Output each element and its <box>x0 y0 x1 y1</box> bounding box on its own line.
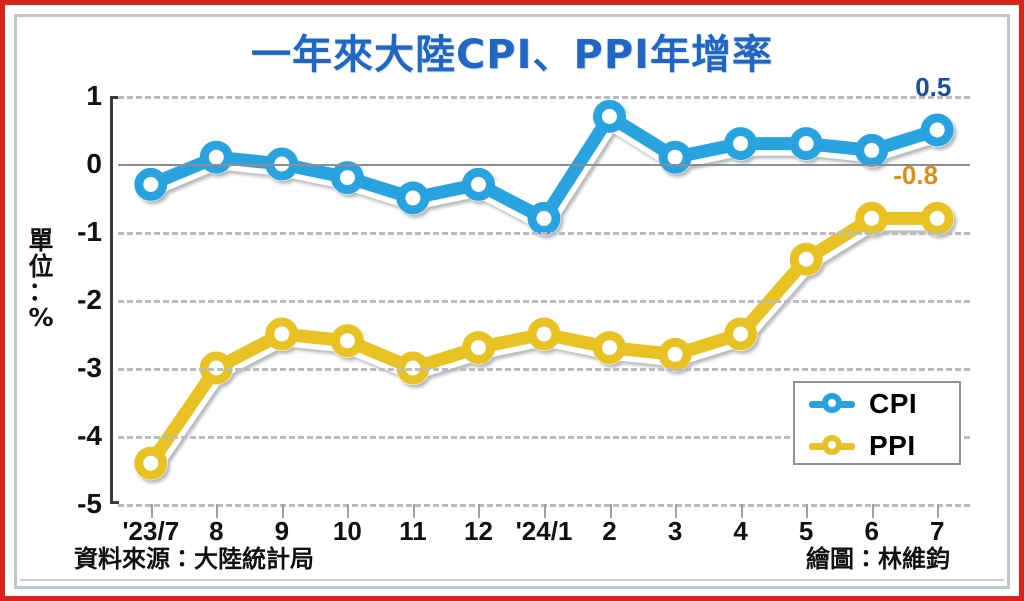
x-tick-5 <box>478 504 481 518</box>
gridline-neg3 <box>118 368 970 371</box>
x-tick-label-2: 9 <box>274 516 290 546</box>
data-point-ppi-5[interactable] <box>462 331 495 365</box>
x-tick-10 <box>806 504 809 518</box>
y-axis-cap-top <box>110 96 119 99</box>
data-point-ppi-6[interactable] <box>527 317 561 351</box>
x-tick-label-10: 5 <box>798 516 814 546</box>
data-point-ppi-11[interactable] <box>855 201 889 235</box>
x-tick-0 <box>150 504 153 518</box>
x-tick-label-8: 3 <box>667 516 683 546</box>
x-tick-label-1: 8 <box>209 516 224 546</box>
chart-footer: 資料來源：大陸統計局 繪圖：林維鈞 <box>0 539 1024 573</box>
data-point-cpi-4[interactable] <box>396 181 430 215</box>
x-tick-2 <box>281 504 284 518</box>
y-tick-label-neg5: -5 <box>77 488 102 519</box>
gridline-1 <box>118 96 970 99</box>
data-point-cpi-1[interactable] <box>199 140 233 174</box>
unit-char-2: ： <box>28 277 54 306</box>
y-tick-label-neg1: -1 <box>77 216 102 247</box>
y-tick-label-0: 0 <box>86 148 102 179</box>
data-point-cpi-11[interactable] <box>855 133 889 167</box>
x-tick-label-9: 4 <box>733 516 748 546</box>
x-tick-1 <box>216 504 219 518</box>
y-axis-spine <box>110 96 113 504</box>
data-point-ppi-10[interactable] <box>789 242 823 276</box>
y-axis-unit-label: 單 位 ： % <box>24 228 58 330</box>
x-tick-4 <box>412 504 415 518</box>
y-tick-label-neg4: -4 <box>77 420 102 451</box>
x-tick-label-6: '24/1 <box>515 516 573 546</box>
x-tick-label-7: 2 <box>602 516 617 546</box>
series-layer <box>133 99 955 481</box>
y-axis-tick-labels: 1 0 -1 -2 -3 -4 -5 <box>0 80 110 519</box>
x-tick-label-4: 11 <box>399 516 427 546</box>
data-point-ppi-9[interactable] <box>724 317 758 351</box>
x-tick-9 <box>740 504 743 518</box>
y-tick-label-1: 1 <box>86 80 102 111</box>
chart-title: 一年來大陸CPI、PPI年增率 <box>250 32 774 78</box>
data-point-ppi-7[interactable] <box>593 331 626 365</box>
x-tick-7 <box>609 504 612 518</box>
data-point-ppi-3[interactable] <box>330 324 364 358</box>
x-tick-label-11: 6 <box>864 516 879 546</box>
legend-item-ppi[interactable]: PPI <box>795 425 959 467</box>
data-point-cpi-12[interactable] <box>920 113 954 147</box>
cpi-end-value-label: 0.5 <box>915 72 952 102</box>
x-axis-ticks <box>118 504 970 522</box>
legend-label-cpi: CPI <box>869 388 918 419</box>
x-axis-tick-labels: '23/7 8 9 10 11 12 '24/1 2 3 4 5 6 7 <box>0 516 1024 552</box>
data-point-cpi-3[interactable] <box>330 161 364 195</box>
gridline-0 <box>118 164 970 166</box>
data-point-ppi-12[interactable] <box>920 201 954 235</box>
border-left <box>0 0 5 601</box>
credit-note: 繪圖：林維鈞 <box>806 545 950 573</box>
data-point-cpi-7[interactable] <box>593 99 626 133</box>
legend-marker-ppi-icon <box>809 435 855 457</box>
x-tick-3 <box>347 504 350 518</box>
gridline-neg1 <box>118 232 970 235</box>
data-point-cpi-10[interactable] <box>789 127 823 161</box>
chart-legend: CPI PPI <box>793 381 961 465</box>
data-point-cpi-0[interactable] <box>134 167 168 201</box>
y-axis-cap-bottom <box>110 501 119 504</box>
x-tick-label-5: 12 <box>463 516 493 546</box>
series-cpi <box>134 99 954 235</box>
source-note: 資料來源：大陸統計局 <box>74 545 314 573</box>
data-point-ppi-0[interactable] <box>134 446 168 480</box>
border-bottom <box>0 596 1024 601</box>
y-tick-label-neg3: -3 <box>77 352 102 383</box>
legend-label-ppi: PPI <box>869 430 916 461</box>
y-tick-label-neg2: -2 <box>77 284 102 315</box>
border-right <box>1019 0 1024 601</box>
unit-char-0: 單 <box>28 226 54 255</box>
data-point-ppi-8[interactable] <box>658 337 692 371</box>
data-point-cpi-9[interactable] <box>724 127 758 161</box>
x-tick-label-3: 10 <box>332 516 362 546</box>
legend-marker-cpi-icon <box>809 393 855 415</box>
x-tick-6 <box>544 504 546 518</box>
x-tick-11 <box>871 504 874 518</box>
plot-area <box>118 96 970 507</box>
data-point-ppi-2[interactable] <box>265 317 299 351</box>
gridline-neg4 <box>118 436 970 439</box>
unit-char-3: % <box>28 302 54 332</box>
ppi-end-value-label: -0.8 <box>893 160 939 191</box>
x-tick-12 <box>937 504 940 518</box>
x-tick-8 <box>675 504 678 518</box>
footer-divider <box>20 579 1004 581</box>
gridline-neg2 <box>118 300 970 303</box>
series-ppi <box>134 201 954 480</box>
unit-char-1: 位 <box>28 251 54 281</box>
x-tick-label-0: '23/7 <box>122 516 180 546</box>
x-tick-label-12: 7 <box>929 516 945 546</box>
y-axis-line <box>110 96 119 504</box>
border-top <box>0 0 1024 5</box>
legend-item-cpi[interactable]: CPI <box>795 383 959 425</box>
data-point-cpi-5[interactable] <box>462 167 495 201</box>
data-point-cpi-6[interactable] <box>527 201 561 235</box>
data-point-cpi-8[interactable] <box>658 140 692 174</box>
